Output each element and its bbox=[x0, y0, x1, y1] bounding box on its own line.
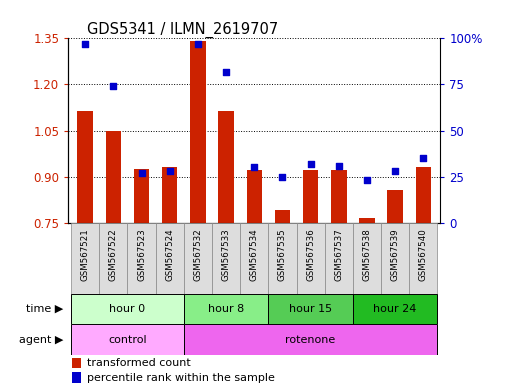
Point bbox=[278, 174, 286, 180]
Text: transformed count: transformed count bbox=[87, 358, 190, 368]
Text: hour 15: hour 15 bbox=[288, 304, 331, 314]
Text: GSM567538: GSM567538 bbox=[362, 228, 371, 281]
Point bbox=[250, 164, 258, 170]
Bar bbox=[268, 223, 296, 294]
Bar bbox=[71, 223, 99, 294]
Point bbox=[109, 83, 117, 89]
Bar bbox=[183, 294, 268, 324]
Text: GSM567533: GSM567533 bbox=[221, 228, 230, 281]
Bar bbox=[302, 170, 318, 223]
Bar bbox=[183, 324, 436, 355]
Text: hour 0: hour 0 bbox=[109, 304, 145, 314]
Bar bbox=[71, 294, 183, 324]
Bar bbox=[380, 223, 409, 294]
Bar bbox=[106, 131, 121, 223]
Text: agent ▶: agent ▶ bbox=[19, 335, 63, 345]
Bar bbox=[246, 170, 262, 223]
Bar bbox=[268, 294, 352, 324]
Bar bbox=[72, 372, 81, 382]
Bar bbox=[240, 223, 268, 294]
Point bbox=[419, 155, 427, 161]
Bar bbox=[387, 190, 402, 223]
Text: hour 24: hour 24 bbox=[373, 304, 416, 314]
Bar bbox=[324, 223, 352, 294]
Point bbox=[193, 41, 201, 47]
Bar bbox=[162, 167, 177, 223]
Bar bbox=[133, 169, 149, 223]
Point bbox=[334, 162, 342, 169]
Bar bbox=[212, 223, 240, 294]
Bar bbox=[409, 223, 436, 294]
Bar bbox=[77, 111, 93, 223]
Text: GSM567524: GSM567524 bbox=[165, 228, 174, 281]
Text: GSM567539: GSM567539 bbox=[390, 228, 399, 281]
Bar bbox=[127, 223, 156, 294]
Text: GSM567535: GSM567535 bbox=[277, 228, 286, 281]
Text: GSM567522: GSM567522 bbox=[109, 228, 118, 281]
Text: GSM567534: GSM567534 bbox=[249, 228, 258, 281]
Point bbox=[362, 177, 370, 184]
Bar bbox=[296, 223, 324, 294]
Text: GSM567523: GSM567523 bbox=[137, 228, 146, 281]
Bar bbox=[359, 218, 374, 223]
Text: GSM567521: GSM567521 bbox=[81, 228, 89, 281]
Bar bbox=[352, 294, 436, 324]
Bar bbox=[218, 111, 233, 223]
Text: GSM567532: GSM567532 bbox=[193, 228, 202, 281]
Point bbox=[390, 168, 398, 174]
Point bbox=[306, 161, 314, 167]
Text: GSM567540: GSM567540 bbox=[418, 228, 427, 281]
Bar bbox=[71, 324, 183, 355]
Text: GSM567536: GSM567536 bbox=[306, 228, 315, 281]
Text: rotenone: rotenone bbox=[285, 335, 335, 345]
Text: control: control bbox=[108, 335, 146, 345]
Point bbox=[222, 68, 230, 74]
Bar bbox=[156, 223, 183, 294]
Text: GDS5341 / ILMN_2619707: GDS5341 / ILMN_2619707 bbox=[87, 22, 278, 38]
Bar bbox=[415, 167, 430, 223]
Point bbox=[165, 168, 173, 174]
Point bbox=[137, 170, 145, 176]
Text: GSM567537: GSM567537 bbox=[334, 228, 342, 281]
Bar bbox=[330, 170, 346, 223]
Bar bbox=[72, 358, 81, 368]
Text: hour 8: hour 8 bbox=[208, 304, 244, 314]
Bar bbox=[190, 41, 205, 223]
Text: percentile rank within the sample: percentile rank within the sample bbox=[87, 372, 274, 383]
Bar bbox=[183, 223, 212, 294]
Bar bbox=[99, 223, 127, 294]
Point bbox=[81, 41, 89, 47]
Text: time ▶: time ▶ bbox=[26, 304, 63, 314]
Bar bbox=[352, 223, 380, 294]
Bar bbox=[274, 210, 289, 223]
